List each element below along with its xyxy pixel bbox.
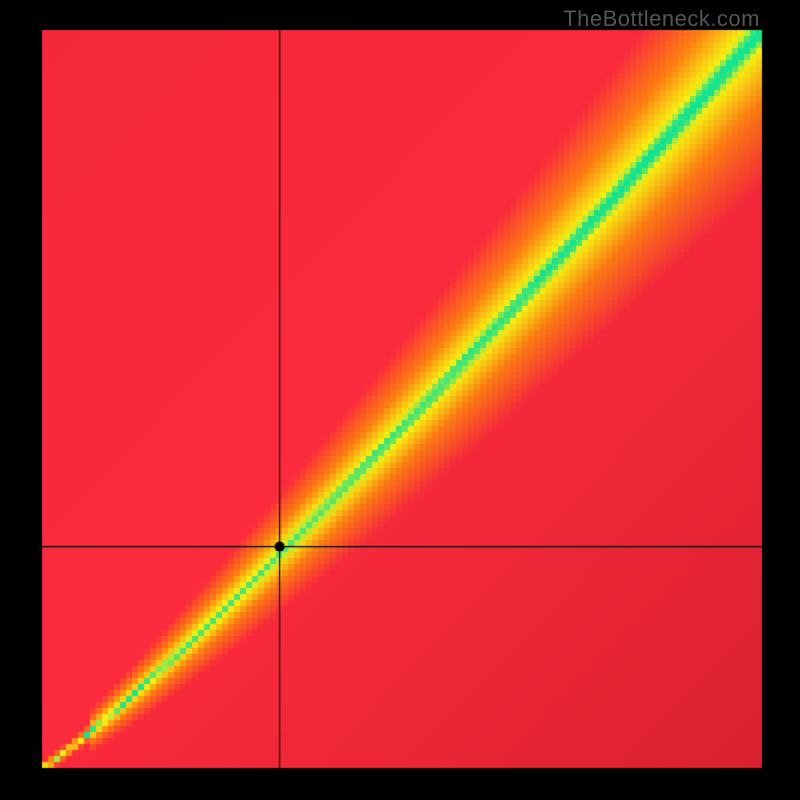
bottleneck-heatmap	[0, 0, 800, 800]
chart-container: TheBottleneck.com	[0, 0, 800, 800]
watermark-text: TheBottleneck.com	[563, 6, 760, 32]
